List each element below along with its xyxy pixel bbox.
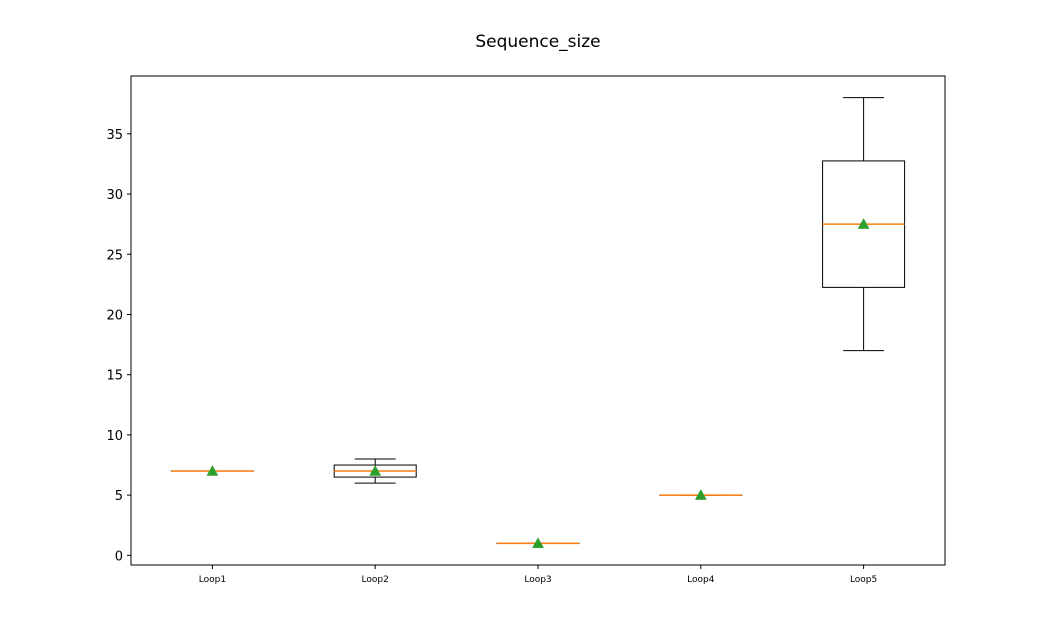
chart-title: Sequence_size xyxy=(475,32,600,52)
y-tick-label: 0 xyxy=(115,549,123,564)
x-tick-label: Loop4 xyxy=(687,575,715,585)
y-tick-label: 20 xyxy=(106,308,123,323)
y-tick-label: 5 xyxy=(115,489,123,504)
x-tick-label: Loop3 xyxy=(524,575,551,585)
y-tick-label: 35 xyxy=(106,128,123,143)
x-tick-label: Loop1 xyxy=(199,575,226,585)
mean-marker xyxy=(532,537,544,548)
mean-marker xyxy=(857,218,870,229)
plot-area: 0 5 10 15 20 25 30 35 Loop1 Loop2 Loop3 Loop4 Loop5 xyxy=(106,75,946,585)
y-tick-label: 25 xyxy=(106,248,123,263)
mean-marker xyxy=(206,465,219,476)
x-tick-label: Loop5 xyxy=(850,575,877,585)
axes-frame xyxy=(130,75,946,566)
x-tick-label: Loop2 xyxy=(362,575,389,585)
mean-marker xyxy=(694,489,707,500)
y-tick-label: 15 xyxy=(106,369,123,384)
y-tick-label: 30 xyxy=(106,188,123,203)
mean-marker xyxy=(369,465,382,476)
y-tick-label: 10 xyxy=(106,429,123,444)
